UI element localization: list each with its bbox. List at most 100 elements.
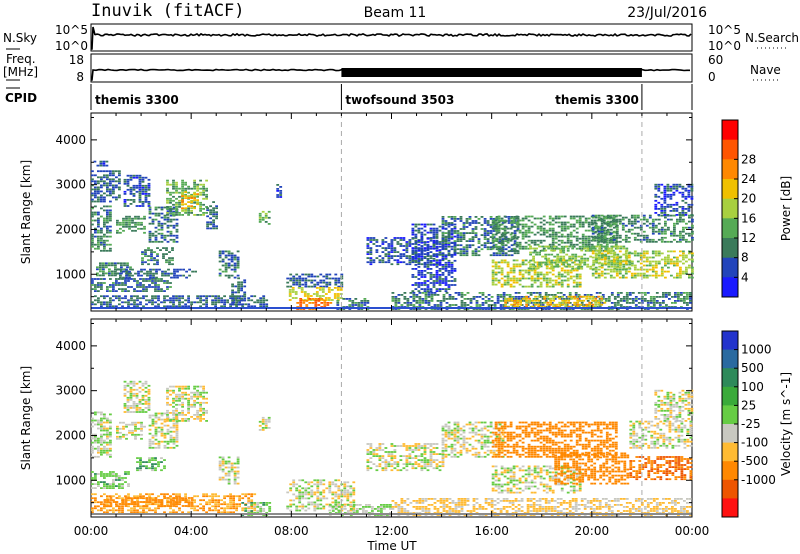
range-cell xyxy=(391,300,395,302)
range-cell xyxy=(97,186,100,189)
range-cell xyxy=(578,225,582,228)
range-cell xyxy=(504,301,507,304)
range-cell xyxy=(599,237,603,240)
range-cell xyxy=(432,233,436,236)
range-cell xyxy=(590,221,594,224)
range-cell xyxy=(630,262,634,265)
range-cell xyxy=(337,279,341,282)
range-cell xyxy=(202,303,205,306)
range-cell xyxy=(573,301,577,304)
range-cell xyxy=(429,276,433,278)
range-cell xyxy=(160,422,164,425)
range-cell xyxy=(438,253,442,256)
range-cell xyxy=(686,296,689,298)
range-cell xyxy=(438,241,442,243)
range-cell xyxy=(600,252,604,255)
range-cell xyxy=(184,305,187,308)
range-cell xyxy=(147,178,151,181)
range-cell xyxy=(106,213,109,216)
range-cell xyxy=(667,266,670,269)
range-cell xyxy=(553,294,557,296)
range-cell xyxy=(126,411,130,413)
range-cell xyxy=(596,225,600,228)
range-cell xyxy=(689,302,692,304)
range-cell xyxy=(681,199,685,202)
range-cell xyxy=(193,187,196,190)
range-cell xyxy=(667,254,670,257)
range-cell xyxy=(118,188,121,191)
range-cell xyxy=(691,258,694,261)
range-cell xyxy=(118,172,121,175)
range-cell xyxy=(507,222,511,224)
range-cell xyxy=(132,411,136,413)
range-cell xyxy=(521,263,525,266)
range-cell xyxy=(515,259,519,262)
range-cell xyxy=(444,282,448,284)
range-cell xyxy=(100,419,103,422)
range-cell xyxy=(396,261,400,264)
range-cell xyxy=(441,272,445,274)
colorbar-swatch xyxy=(722,198,738,219)
range-cell xyxy=(426,253,430,256)
range-cell xyxy=(227,254,231,257)
range-cell xyxy=(175,181,178,184)
range-cell xyxy=(142,295,145,298)
range-cell xyxy=(141,203,145,205)
range-cell xyxy=(318,287,322,289)
range-cell xyxy=(143,268,146,271)
range-cell xyxy=(106,211,109,214)
range-cell xyxy=(551,273,555,276)
range-cell xyxy=(396,237,400,239)
range-cell xyxy=(187,210,190,212)
range-cell xyxy=(500,261,504,264)
range-cell xyxy=(122,221,125,224)
range-cell xyxy=(250,305,254,308)
range-time-cells xyxy=(91,160,694,310)
range-cell xyxy=(616,300,620,302)
range-cell xyxy=(607,300,611,302)
range-cell xyxy=(91,184,94,187)
cpid-segment-label: themis 3300 xyxy=(95,93,179,107)
range-cell xyxy=(523,296,527,298)
range-cell xyxy=(504,299,507,302)
range-cell xyxy=(595,296,599,298)
range-cell xyxy=(684,197,688,200)
range-cell xyxy=(506,261,510,264)
range-cell xyxy=(536,263,540,266)
range-cell xyxy=(106,190,109,193)
range-cell xyxy=(578,261,582,264)
range-cell xyxy=(133,303,136,306)
range-cell xyxy=(686,302,689,304)
range-cell xyxy=(114,270,117,273)
range-cell xyxy=(627,240,631,243)
range-cell xyxy=(243,293,247,296)
range-cell xyxy=(660,206,664,208)
range-cell xyxy=(199,208,202,210)
range-cell xyxy=(524,263,528,266)
range-cell xyxy=(411,257,415,260)
range-cell xyxy=(288,295,292,297)
range-cell xyxy=(518,245,522,248)
range-cell xyxy=(181,197,184,200)
range-cell xyxy=(566,265,570,268)
range-cell xyxy=(331,277,335,280)
range-cell xyxy=(651,228,655,231)
range-cell xyxy=(624,252,628,255)
range-cell xyxy=(518,263,522,266)
range-cell xyxy=(125,225,128,228)
range-cell xyxy=(137,227,140,230)
range-cell xyxy=(141,178,145,181)
range-cell xyxy=(103,415,106,418)
range-cell xyxy=(149,276,152,279)
range-cell xyxy=(606,250,610,253)
range-cell xyxy=(489,218,493,220)
range-cell xyxy=(643,300,647,302)
range-cell xyxy=(381,241,385,243)
range-cell xyxy=(682,236,685,239)
range-cell xyxy=(399,243,403,245)
range-cell xyxy=(625,257,629,260)
range-cell xyxy=(169,286,172,288)
range-cell xyxy=(305,304,309,306)
range-cell xyxy=(115,295,118,298)
range-cell xyxy=(112,286,115,288)
